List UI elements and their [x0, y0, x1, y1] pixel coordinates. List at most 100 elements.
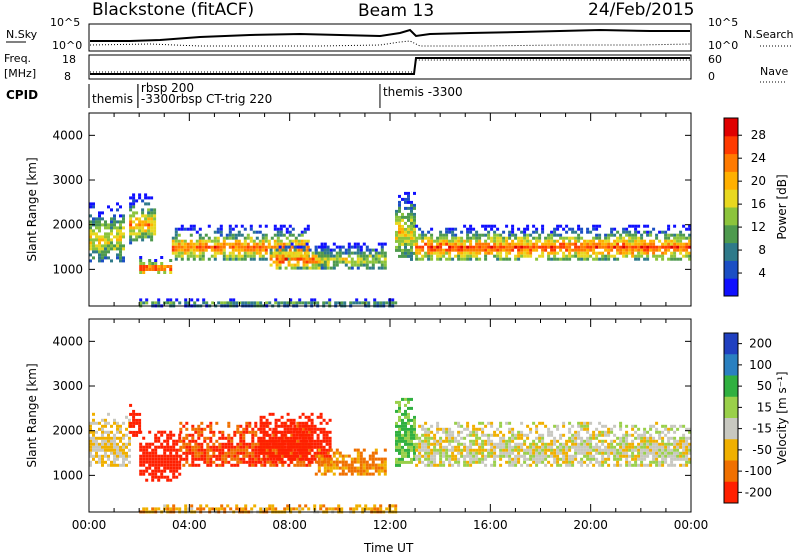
heatmap-cell	[116, 424, 119, 428]
heatmap-cell	[229, 298, 233, 302]
heatmap-cell	[175, 451, 179, 455]
heatmap-cell	[299, 460, 303, 464]
heatmap-cell	[350, 460, 354, 464]
heatmap-cell	[144, 214, 148, 218]
heatmap-cell	[216, 227, 220, 231]
heatmap-cell	[98, 460, 101, 464]
heatmap-cell	[592, 448, 596, 452]
heatmap-cell	[574, 436, 578, 440]
heatmap-cell	[172, 457, 176, 461]
heatmap-cell	[523, 454, 527, 458]
heatmap-cell	[272, 254, 276, 258]
heatmap-cell	[682, 433, 686, 437]
heatmap-cell	[289, 436, 293, 440]
heatmap-cell	[89, 454, 92, 458]
heatmap-cell	[304, 424, 308, 428]
heatmap-cell	[472, 427, 476, 431]
heatmap-cell	[313, 298, 317, 302]
heatmap-cell	[237, 248, 241, 252]
heatmap-cell	[469, 245, 473, 249]
heatmap-cell	[478, 442, 482, 446]
heatmap-cell	[433, 445, 437, 449]
heatmap-cell	[142, 436, 146, 440]
heatmap-cell	[317, 463, 321, 467]
heatmap-cell	[353, 469, 357, 473]
heatmap-cell	[604, 424, 608, 428]
heatmap-cell	[413, 233, 416, 237]
heatmap-cell	[496, 242, 500, 246]
heatmap-cell	[463, 248, 467, 252]
heatmap-cell	[183, 245, 187, 249]
heatmap-cell	[631, 427, 635, 431]
heatmap-cell	[279, 224, 283, 228]
heatmap-cell	[246, 245, 250, 249]
heatmap-cell	[132, 229, 136, 233]
heatmap-cell	[242, 430, 246, 434]
heatmap-cell	[577, 445, 581, 449]
heatmap-cell	[326, 469, 330, 473]
heatmap-cell	[445, 430, 449, 434]
heatmap-cell	[385, 507, 389, 511]
heatmap-cell	[113, 442, 116, 446]
heatmap-cell	[685, 248, 689, 252]
heatmap-cell	[169, 298, 173, 302]
heatmap-cell	[163, 454, 167, 458]
heatmap-cell	[258, 248, 262, 252]
heatmap-cell	[271, 442, 275, 446]
heatmap-cell	[616, 448, 620, 452]
heatmap-cell	[499, 248, 503, 252]
heatmap-cell	[245, 451, 249, 455]
heatmap-cell	[577, 239, 581, 243]
heatmap-cell	[395, 218, 398, 222]
heatmap-cell	[338, 248, 342, 252]
heatmap-cell	[157, 265, 161, 268]
heatmap-cell	[640, 454, 644, 458]
heatmap-cell	[610, 242, 614, 246]
heatmap-cell	[685, 442, 689, 446]
heatmap-cell	[116, 241, 119, 245]
heatmap-cell	[532, 245, 536, 249]
heatmap-cell	[353, 466, 357, 470]
y-tick-label: 3000	[52, 379, 83, 393]
heatmap-cell	[200, 421, 204, 425]
heatmap-cell	[685, 227, 689, 231]
heatmap-cell	[448, 257, 452, 261]
heatmap-cell	[236, 448, 240, 452]
heatmap-cell	[296, 457, 300, 461]
heatmap-cell	[157, 478, 161, 482]
heatmap-cell	[350, 469, 354, 473]
colorbar-tick-label: 12	[751, 220, 766, 234]
heatmap-cell	[688, 251, 692, 255]
heatmap-cell	[577, 451, 581, 455]
heatmap-cell	[110, 238, 113, 242]
heatmap-cell	[320, 260, 324, 264]
heatmap-cell	[424, 242, 428, 246]
heatmap-cell	[673, 233, 677, 237]
heatmap-cell	[547, 257, 551, 261]
heatmap-cell	[404, 421, 407, 425]
heatmap-cell	[436, 239, 440, 243]
heatmap-cell	[101, 244, 104, 248]
heatmap-cell	[110, 463, 113, 467]
heatmap-cell	[231, 257, 235, 261]
heatmap-cell	[110, 247, 113, 251]
heatmap-cell	[517, 451, 521, 455]
heatmap-cell	[383, 242, 387, 246]
heatmap-cell	[592, 239, 596, 243]
heatmap-cell	[395, 212, 398, 216]
heatmap-cell	[565, 248, 569, 252]
heatmap-cell	[655, 448, 659, 452]
heatmap-cell	[544, 424, 548, 428]
heatmap-cell	[221, 457, 225, 461]
heatmap-cell	[661, 242, 665, 246]
heatmap-cell	[219, 227, 223, 231]
heatmap-cell	[595, 242, 599, 246]
heatmap-cell	[154, 472, 158, 476]
heatmap-cell	[169, 454, 173, 458]
heatmap-cell	[688, 242, 692, 246]
heatmap-cell	[580, 439, 584, 443]
heatmap-cell	[553, 245, 557, 249]
heatmap-cell	[110, 424, 113, 428]
heatmap-cell	[661, 442, 665, 446]
heatmap-cell	[559, 236, 563, 240]
